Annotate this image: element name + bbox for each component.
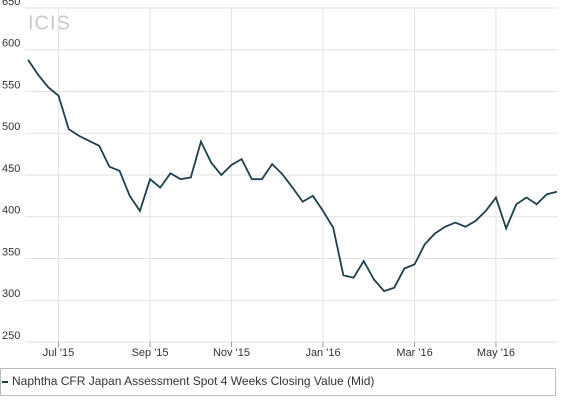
legend-box (0, 368, 556, 396)
y-tick-label: 650 (2, 0, 20, 8)
line (27, 59, 558, 293)
x-tick-label: Nov '15 (213, 347, 250, 359)
x-tick-label: May '16 (477, 347, 515, 359)
legend-label: Naphtha CFR Japan Assessment Spot 4 Week… (12, 374, 374, 388)
watermark: ICIS (28, 12, 71, 34)
y-tick-label: 450 (2, 163, 20, 175)
x-tick-label: Mar '16 (396, 347, 432, 359)
x-tick-label: Jul '15 (43, 347, 74, 359)
y-tick-label: 400 (2, 205, 20, 217)
y-tick-label: 600 (2, 38, 20, 50)
y-tick-label: 250 (2, 330, 20, 342)
y-tick-label: 300 (2, 288, 20, 300)
y-tick-label: 500 (2, 121, 20, 133)
y-tick-label: 350 (2, 246, 20, 258)
x-tick-label: Jan '16 (305, 347, 340, 359)
y-tick-label: 550 (2, 79, 20, 91)
x-tick-label: Sep '15 (132, 347, 169, 359)
